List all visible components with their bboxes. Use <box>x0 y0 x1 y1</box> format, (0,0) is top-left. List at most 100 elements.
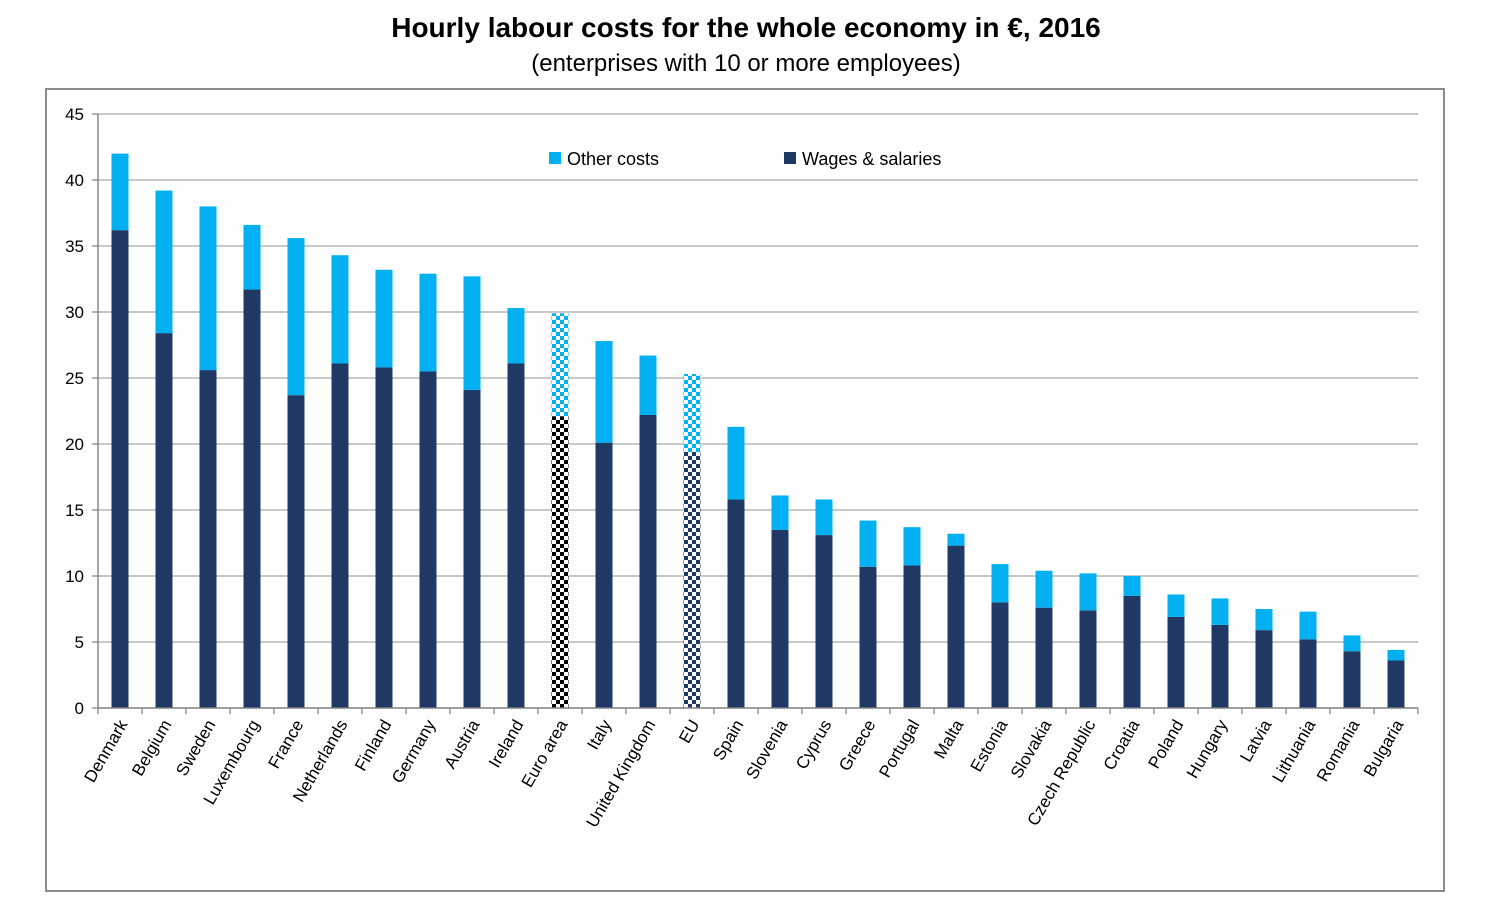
bar-other-poland <box>1167 594 1185 617</box>
bar-wages-malta <box>947 545 965 708</box>
x-tick-label: Portugal <box>875 717 923 781</box>
bar-other-cyprus <box>815 499 833 536</box>
bar-wages-denmark <box>111 230 129 708</box>
bar-wages-ireland <box>507 363 525 708</box>
bar-group-greece <box>859 520 877 708</box>
y-tick-label: 15 <box>65 501 84 520</box>
bar-group-germany <box>419 273 437 708</box>
bar-wages-estonia <box>991 602 1009 708</box>
legend: Other costs Wages & salaries <box>549 149 941 169</box>
legend-label: Wages & salaries <box>802 149 941 169</box>
bars <box>111 153 1405 708</box>
x-tick-label: Slovenia <box>742 716 791 782</box>
y-tick-label: 20 <box>65 435 84 454</box>
bar-other-ireland <box>507 308 525 364</box>
bar-other-slovakia <box>1035 570 1053 608</box>
bar-other-sweden <box>199 206 217 371</box>
bar-other-greece <box>859 520 877 567</box>
bar-wages-finland <box>375 367 393 708</box>
bar-other-croatia <box>1123 576 1141 596</box>
bar-group-latvia <box>1255 609 1273 708</box>
x-tick-label: Italy <box>583 716 615 753</box>
bar-group-ireland <box>507 308 525 708</box>
x-tick-label: Estonia <box>967 716 1012 775</box>
bar-group-denmark <box>111 153 129 708</box>
bar-wages-euro-area <box>551 416 569 708</box>
chart-title: Hourly labour costs for the whole econom… <box>391 12 1101 43</box>
bar-wages-united-kingdom <box>639 414 657 708</box>
bar-wages-slovakia <box>1035 607 1053 708</box>
chart-subtitle: (enterprises with 10 or more employees) <box>531 50 961 77</box>
bar-group-netherlands <box>331 255 349 708</box>
x-tick-label: Poland <box>1145 717 1188 772</box>
bar-group-portugal <box>903 527 921 708</box>
bar-wages-spain <box>727 499 745 708</box>
bar-other-czech-republic <box>1079 573 1097 611</box>
bar-group-spain <box>727 426 745 708</box>
bar-group-malta <box>947 533 965 708</box>
bar-group-italy <box>595 341 613 708</box>
bar-wages-bulgaria <box>1387 660 1405 708</box>
legend-item-wages-salaries: Wages & salaries <box>784 149 941 169</box>
bar-wages-lithuania <box>1299 639 1317 708</box>
bar-group-luxembourg <box>243 224 261 708</box>
bar-other-slovenia <box>771 495 789 530</box>
bar-group-poland <box>1167 594 1185 708</box>
bar-other-united-kingdom <box>639 355 657 415</box>
bar-group-croatia <box>1123 576 1141 708</box>
bar-wages-poland <box>1167 616 1185 708</box>
bar-group-cyprus <box>815 499 833 708</box>
bar-other-romania <box>1343 635 1361 652</box>
bar-wages-portugal <box>903 565 921 708</box>
bar-wages-croatia <box>1123 595 1141 708</box>
y-tick-label: 45 <box>65 105 84 124</box>
bar-other-euro-area <box>551 313 569 417</box>
bar-wages-eu <box>683 451 701 708</box>
bar-wages-germany <box>419 371 437 708</box>
bar-other-portugal <box>903 527 921 566</box>
x-tick-label: Slovakia <box>1007 716 1056 782</box>
bar-group-eu <box>683 374 701 708</box>
y-tick-label: 10 <box>65 567 84 586</box>
bar-wages-romania <box>1343 651 1361 708</box>
bar-other-germany <box>419 273 437 372</box>
x-tick-label: Germany <box>388 716 440 786</box>
bar-group-belgium <box>155 190 173 708</box>
bar-other-france <box>287 238 305 396</box>
x-tick-label: Cyprus <box>792 717 835 773</box>
bar-other-spain <box>727 426 745 500</box>
bar-wages-austria <box>463 389 481 708</box>
bar-group-bulgaria <box>1387 649 1405 708</box>
bar-wages-sweden <box>199 370 217 708</box>
bar-other-austria <box>463 276 481 390</box>
bar-other-finland <box>375 269 393 368</box>
x-tick-label: Latvia <box>1236 716 1275 765</box>
x-tick-label: Denmark <box>81 716 132 786</box>
chart-frame <box>45 88 1445 892</box>
legend-swatch <box>549 152 561 164</box>
bar-wages-hungary <box>1211 624 1229 708</box>
bar-group-united-kingdom <box>639 355 657 708</box>
legend-item-other-costs: Other costs <box>549 149 659 169</box>
y-tick-label: 30 <box>65 303 84 322</box>
x-tick-label: Bulgaria <box>1360 716 1408 780</box>
bar-wages-netherlands <box>331 363 349 708</box>
x-tick-label: Austria <box>441 716 484 772</box>
bar-group-romania <box>1343 635 1361 708</box>
bar-wages-belgium <box>155 333 173 708</box>
x-tick-label: Ireland <box>485 717 527 772</box>
bar-other-hungary <box>1211 598 1229 625</box>
x-tick-label: EU <box>675 717 703 747</box>
bar-group-slovenia <box>771 495 789 708</box>
x-tick-label: Romania <box>1313 716 1364 785</box>
x-tick-label: Finland <box>351 717 395 775</box>
bar-group-euro-area <box>551 313 569 708</box>
bar-wages-italy <box>595 442 613 708</box>
legend-label: Other costs <box>567 149 659 169</box>
bar-other-malta <box>947 533 965 546</box>
bar-wages-luxembourg <box>243 289 261 708</box>
y-tick-label: 40 <box>65 171 84 190</box>
bar-group-sweden <box>199 206 217 708</box>
bar-other-italy <box>595 341 613 443</box>
x-tick-label: Spain <box>709 717 747 764</box>
